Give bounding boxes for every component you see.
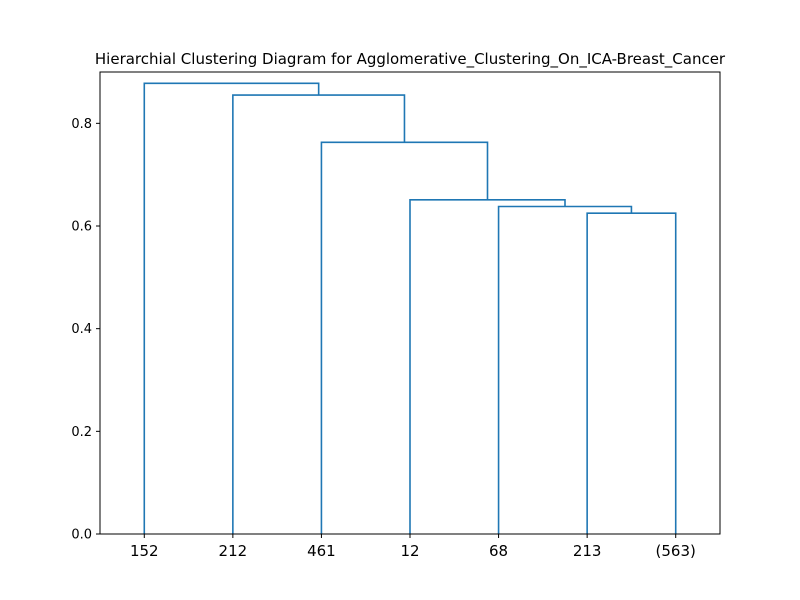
leaf-label: 212 (219, 542, 248, 560)
y-tick-label: 0.2 (71, 425, 92, 440)
y-tick-label: 0.0 (71, 528, 92, 543)
leaf-label: 68 (489, 542, 508, 560)
cluster-link (232, 94, 406, 534)
y-tick-label: 0.4 (71, 322, 92, 337)
leaf-label: (563) (656, 542, 696, 560)
cluster-link (143, 82, 320, 534)
leaf-label: 12 (400, 542, 419, 560)
cluster-link (320, 141, 489, 534)
leaf-label: 213 (573, 542, 602, 560)
x-axis: 152 212 461 12 68 213 (563) (130, 534, 696, 560)
dendrogram-links (143, 82, 677, 534)
y-axis: 0.0 0.2 0.4 0.6 0.8 (71, 117, 100, 543)
chart-title: Hierarchial Clustering Diagram for Agglo… (95, 50, 726, 69)
leaf-label: 461 (307, 542, 336, 560)
leaf-label: 152 (130, 542, 159, 560)
cluster-link (409, 199, 566, 534)
cluster-link (586, 212, 677, 534)
cluster-link (497, 205, 633, 534)
y-tick-label: 0.8 (71, 117, 92, 132)
y-tick-label: 0.6 (71, 220, 92, 235)
